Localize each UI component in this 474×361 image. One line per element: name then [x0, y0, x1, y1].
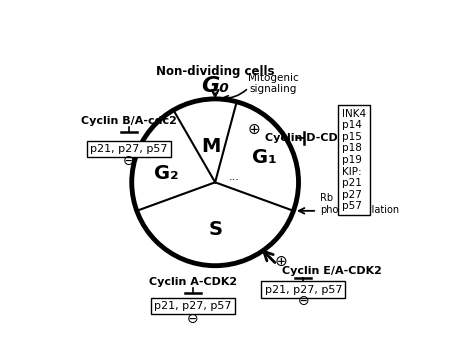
Text: ⊖: ⊖	[187, 312, 199, 326]
Text: M: M	[201, 137, 220, 156]
Text: ⊕: ⊕	[248, 122, 260, 137]
Text: ...: ...	[229, 172, 240, 182]
Text: p21, p27, p57: p21, p27, p57	[90, 144, 168, 154]
Text: p21, p27, p57: p21, p27, p57	[264, 284, 342, 295]
Text: ⊖: ⊖	[123, 155, 135, 169]
Text: Cyclin D-CDK4/6: Cyclin D-CDK4/6	[265, 133, 366, 143]
Text: Cyclin B/A-cdc2: Cyclin B/A-cdc2	[81, 116, 177, 126]
Text: Cyclin E/A-CDK2: Cyclin E/A-CDK2	[283, 266, 383, 277]
Text: G₁: G₁	[252, 148, 277, 166]
Text: ⊕: ⊕	[274, 254, 287, 269]
Text: Non-dividing cells: Non-dividing cells	[156, 65, 274, 78]
Text: G₀: G₀	[201, 77, 229, 96]
Text: p21, p27, p57: p21, p27, p57	[154, 301, 232, 311]
Text: Rb
phosphorylation: Rb phosphorylation	[320, 193, 399, 215]
Text: ⊖: ⊖	[298, 294, 309, 308]
Text: Cyclin A-CDK2: Cyclin A-CDK2	[149, 277, 237, 287]
Text: S: S	[208, 220, 222, 239]
Text: INK4
p14
p15
p18
p19
KIP:
p21
p27
p57: INK4 p14 p15 p18 p19 KIP: p21 p27 p57	[342, 109, 366, 212]
Text: Mitogenic
signaling: Mitogenic signaling	[248, 73, 299, 95]
Text: G₂: G₂	[154, 164, 178, 183]
